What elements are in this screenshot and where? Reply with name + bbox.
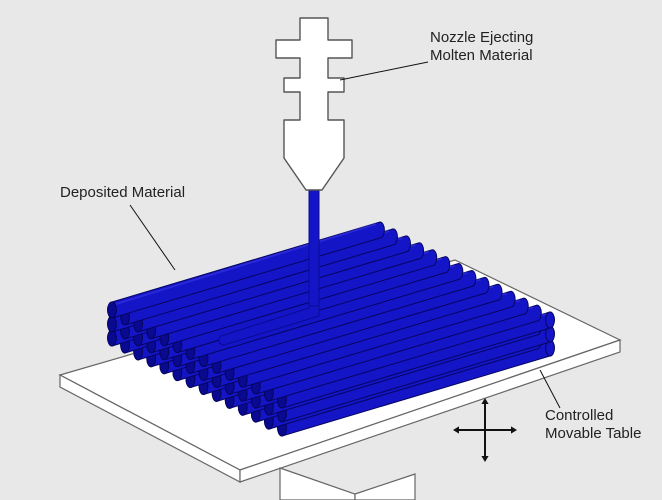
label-line-deposited [130, 205, 175, 270]
label-table-line1: Controlled [545, 407, 613, 424]
nozzle [276, 18, 352, 190]
fdm-process-diagram: Nozzle Ejecting Molten Material Deposite… [0, 0, 662, 500]
label-deposited: Deposited Material [60, 184, 185, 201]
direction-arrows-icon [453, 398, 517, 462]
table-pedestal [280, 468, 415, 500]
pedestal-right [355, 474, 415, 500]
label-table-line2: Movable Table [545, 425, 641, 442]
pedestal-front [280, 468, 355, 500]
label-line-nozzle [340, 62, 428, 80]
label-nozzle-line1: Nozzle Ejecting [430, 29, 533, 46]
label-nozzle-line2: Molten Material [430, 47, 533, 64]
